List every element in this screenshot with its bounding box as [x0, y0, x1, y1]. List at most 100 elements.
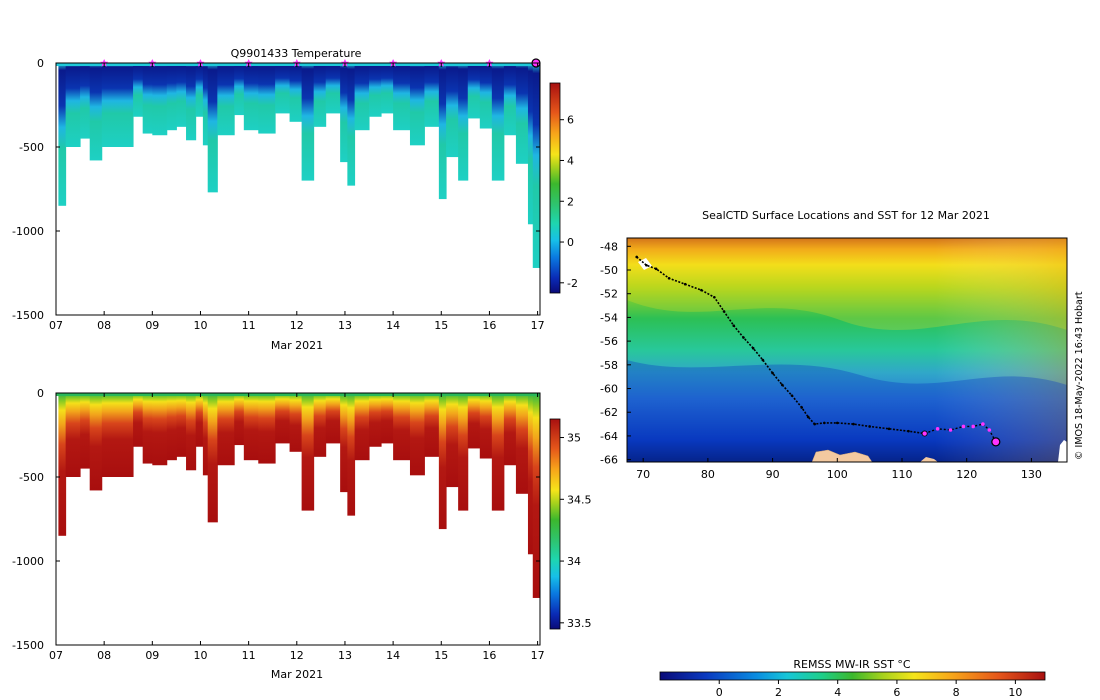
track-point [771, 371, 774, 375]
profile-column [258, 393, 276, 464]
profile-column [301, 63, 315, 181]
salinity-surface-band [56, 393, 540, 396]
profile-column [527, 393, 534, 555]
profile-column [409, 63, 425, 146]
profile-column [515, 393, 529, 494]
profile-column [479, 63, 493, 129]
track-point [713, 295, 716, 299]
temperature-plot-title: Q9901433 Temperature [231, 47, 362, 60]
profile-column [133, 63, 144, 117]
y-tick-label: -1000 [12, 225, 44, 238]
profile-column [347, 393, 356, 516]
temperature-colorbar-ticks: -2 0 2 4 6 [560, 114, 578, 290]
profile-column [313, 393, 327, 457]
x-tick-label: 08 [97, 319, 111, 332]
profile-column [217, 393, 235, 466]
y-tick-label: -1500 [12, 639, 44, 652]
map-y-tick-label: -50 [600, 264, 618, 277]
recent-track-point [935, 427, 940, 431]
profile-column [532, 63, 541, 268]
colorbar-tick-label: 34.5 [567, 493, 592, 506]
profile-column [446, 63, 459, 158]
profile-column [133, 393, 144, 447]
map-y-tick-label: -66 [600, 454, 618, 467]
map-y-tick-label: -60 [600, 383, 618, 396]
profile-column [491, 63, 505, 181]
x-tick-label: 09 [145, 319, 159, 332]
colorbar-tick-label: 34 [567, 555, 581, 568]
sst-colorbar [659, 671, 1046, 681]
profile-column [325, 393, 341, 444]
x-tick-label: 13 [338, 649, 352, 662]
profile-column [354, 393, 370, 461]
profile-column [527, 63, 534, 225]
salinity-axes-frame [55, 392, 541, 646]
map-y-tick-label: -56 [600, 335, 618, 348]
track-point [667, 276, 671, 280]
sst-colorbar-tick-label: 6 [893, 686, 900, 699]
profile-column [532, 393, 541, 598]
map-y-tick-label: -54 [600, 311, 618, 324]
imos-credit: © IMOS 18-May-2022 16:43 Hobart [1074, 291, 1085, 460]
profile-column [515, 63, 529, 164]
profile-column [438, 393, 447, 530]
x-tick-label: 07 [49, 649, 63, 662]
salinity-colorbar [549, 418, 561, 630]
y-tick-label: -500 [19, 471, 44, 484]
profile-column [275, 63, 291, 114]
colorbar-tick-label: 0 [567, 236, 574, 249]
x-tick-label: 13 [338, 319, 352, 332]
x-tick-label: 10 [193, 319, 207, 332]
x-tick-label: 14 [386, 649, 400, 662]
profile-column [166, 393, 177, 461]
colorbar-tick-label: 4 [567, 154, 574, 167]
colorbar-tick-label: -2 [567, 277, 578, 290]
profile-column [234, 393, 245, 446]
profile-column [89, 63, 103, 161]
x-tick-label: 15 [434, 649, 448, 662]
track-point [700, 288, 703, 292]
profile-column [243, 393, 259, 461]
x-tick-label: 17 [531, 649, 545, 662]
coastline-white [1058, 440, 1067, 462]
sst-field-east-tint [627, 238, 1067, 462]
x-tick-label: 11 [242, 649, 256, 662]
track-point [823, 421, 826, 425]
x-tick-label: 12 [290, 319, 304, 332]
profile-column [347, 63, 356, 186]
x-tick-label: 17 [531, 319, 545, 332]
track-point [813, 422, 816, 426]
profile-column [176, 393, 187, 457]
sst-colorbar-tick-label: 10 [1008, 686, 1022, 699]
seal-current-position [991, 437, 1001, 447]
recent-track-point [961, 424, 966, 429]
x-tick-label: 11 [242, 319, 256, 332]
profile-column [217, 63, 235, 136]
map-x-tick-label: 70 [636, 468, 650, 481]
profile-column [101, 63, 120, 147]
map-y-tick-label: -62 [600, 406, 618, 419]
profile-column [438, 63, 447, 200]
track-point [806, 415, 810, 419]
map-y-tick-label: -64 [600, 430, 618, 443]
colorbar-tick-label: 6 [567, 114, 574, 127]
profile-column [65, 63, 81, 147]
profile-column [195, 63, 204, 117]
track-point [800, 406, 804, 409]
profile-column [467, 393, 481, 449]
profile-column [207, 63, 218, 193]
x-tick-label: 14 [386, 319, 400, 332]
x-tick-label: 15 [434, 319, 448, 332]
map-y-tick-label: -58 [600, 359, 618, 372]
seal-recent-track [921, 422, 998, 444]
profile-column [202, 63, 209, 146]
y-tick-label: 0 [37, 57, 44, 70]
track-point [654, 267, 658, 271]
profile-column [207, 393, 218, 523]
map-y-tick-label: -52 [600, 288, 618, 301]
profile-column [65, 393, 81, 477]
profile-column [166, 63, 177, 131]
temperature-y-ticks: 0 -500 -1000 -1500 [12, 57, 540, 322]
profile-column [354, 63, 370, 131]
map-x-tick-label: 120 [956, 468, 977, 481]
